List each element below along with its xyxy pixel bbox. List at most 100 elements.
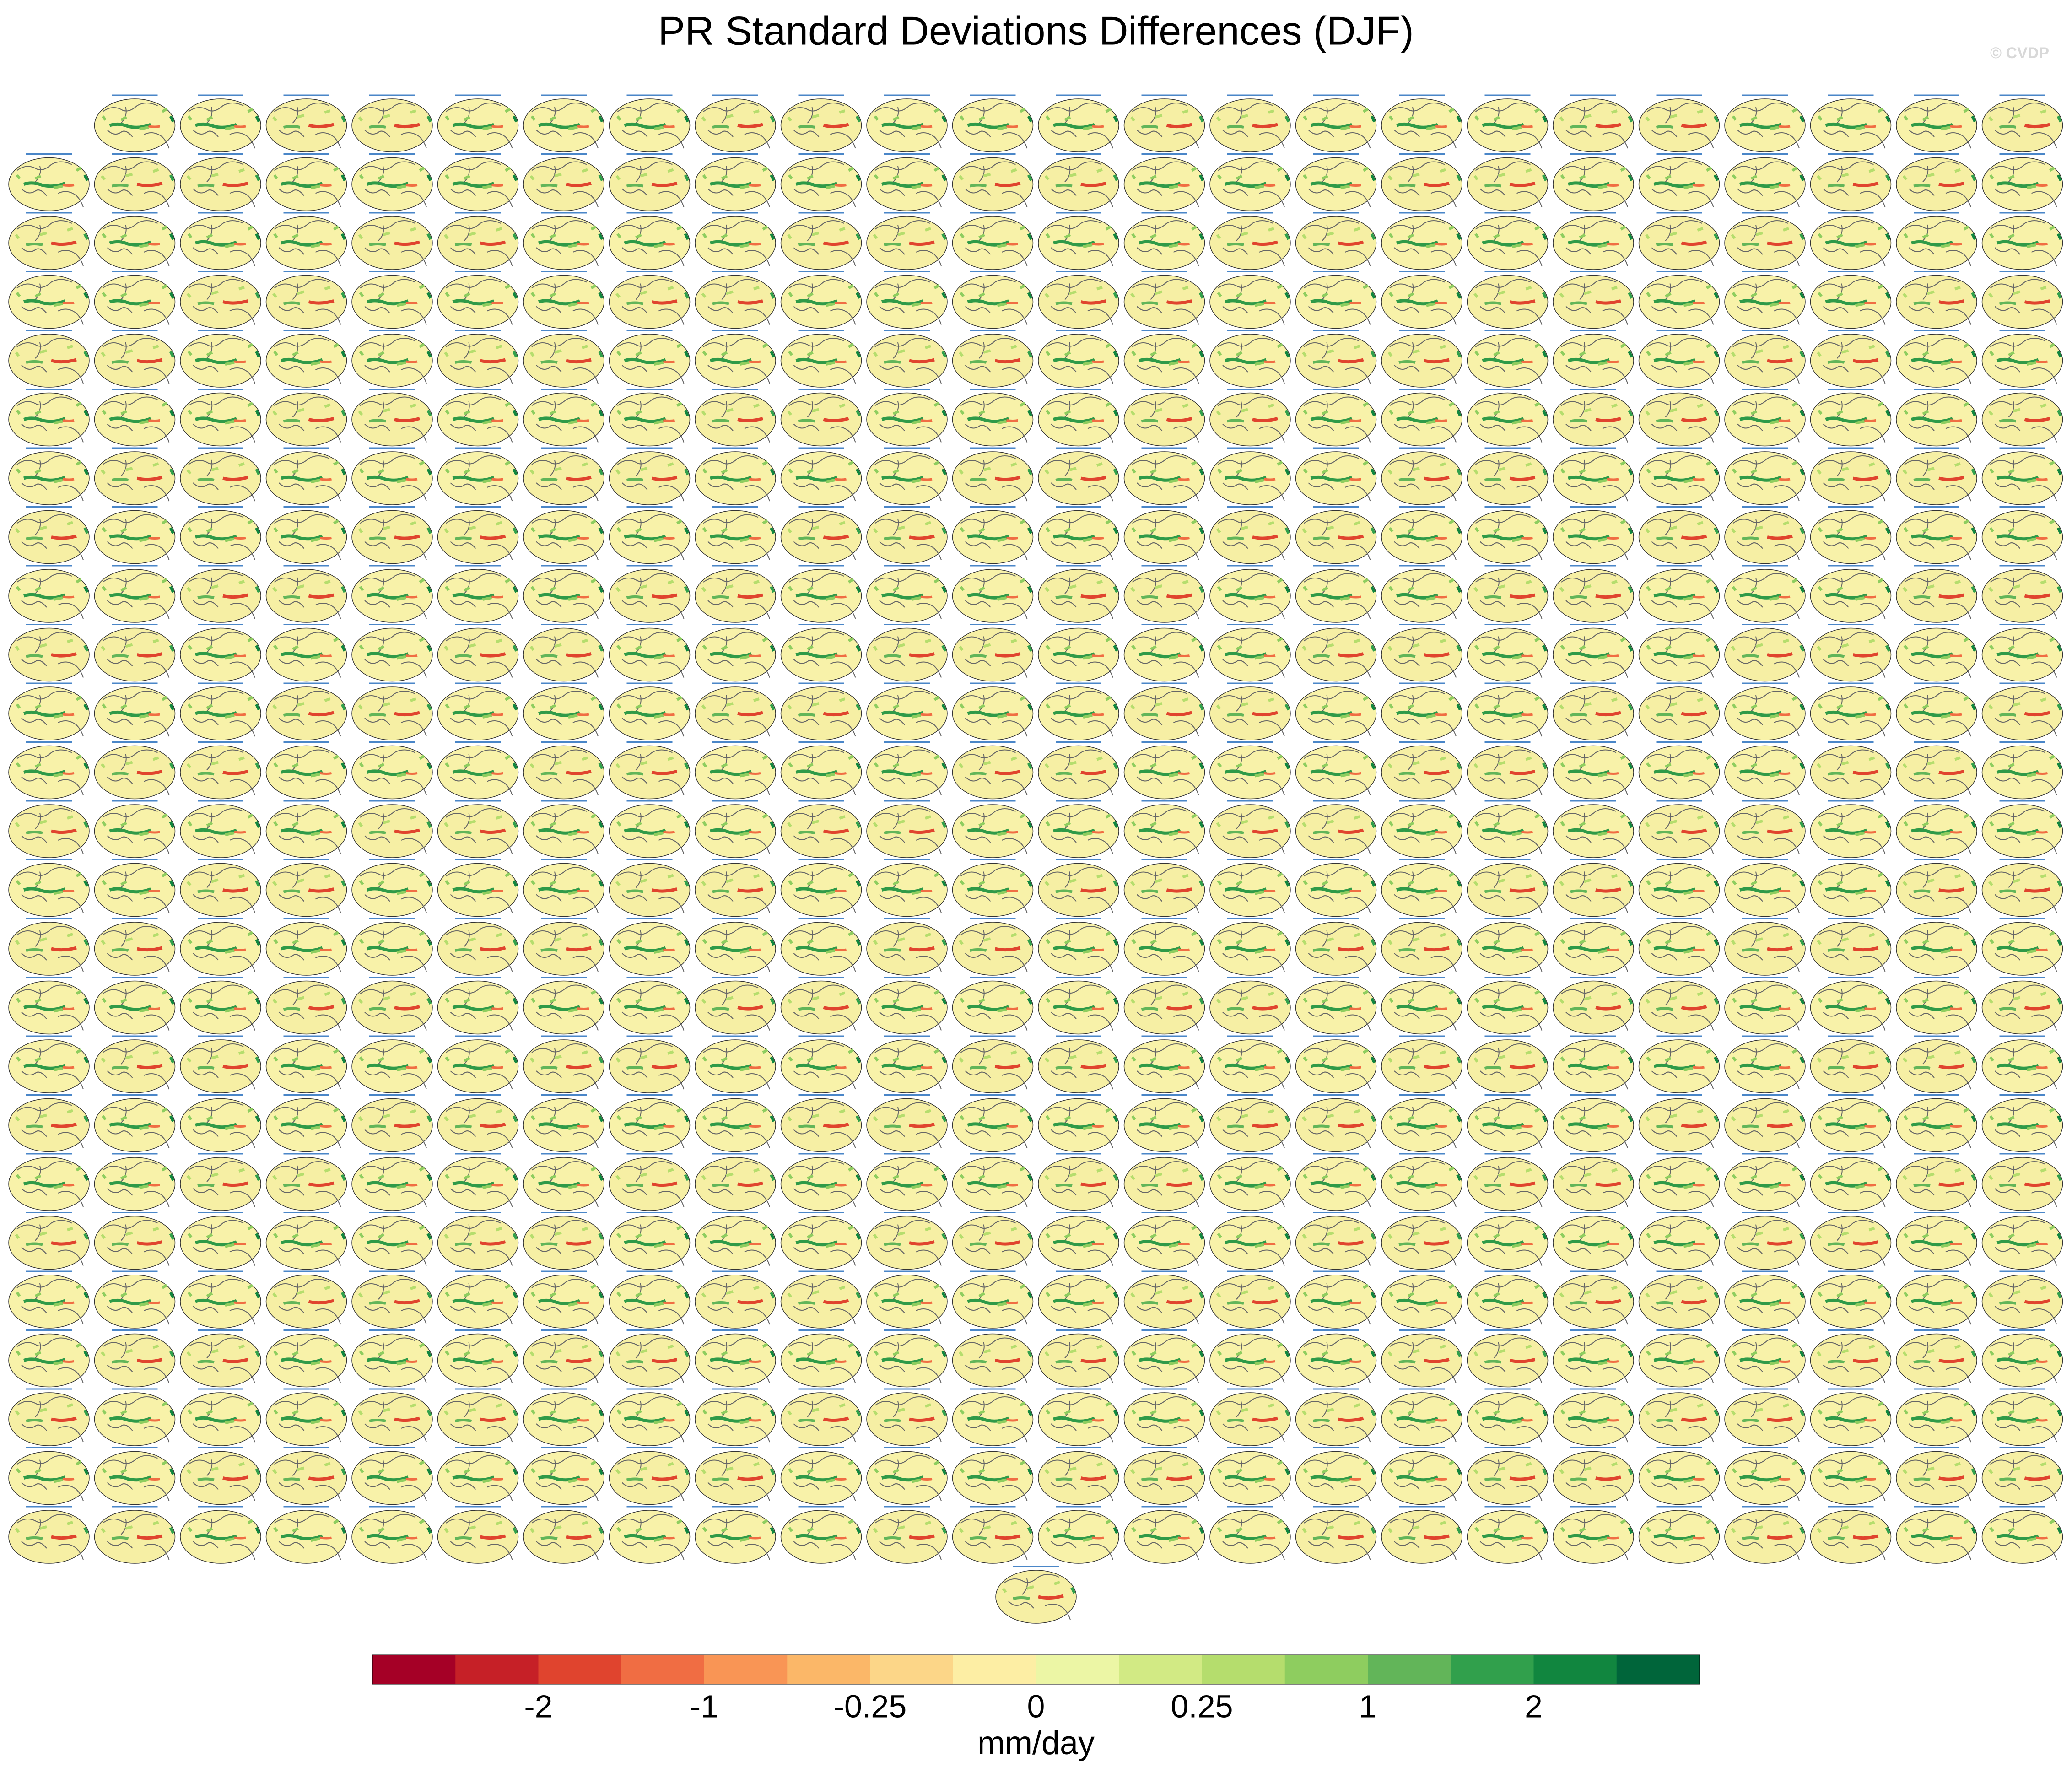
map-panel xyxy=(1639,448,1720,505)
map-panel xyxy=(695,154,776,211)
map-panel xyxy=(1296,507,1376,564)
map-panel xyxy=(1982,213,2063,270)
map-panel xyxy=(1210,625,1290,681)
map-panel xyxy=(95,1095,175,1152)
map-panel xyxy=(1381,683,1462,740)
map-panel xyxy=(1982,566,2063,622)
map-panel xyxy=(1038,95,1119,152)
map-panel xyxy=(523,507,604,564)
map-panel xyxy=(9,742,89,799)
map-panel xyxy=(1811,448,1891,505)
map-panel xyxy=(1725,625,1805,681)
map-panel xyxy=(867,742,947,799)
map-panel xyxy=(1811,919,1891,975)
map-panel xyxy=(1896,1271,1977,1328)
map-panel xyxy=(1639,1330,1720,1387)
map-panel xyxy=(781,272,862,329)
map-panel xyxy=(1468,1330,1548,1387)
map-panel xyxy=(1210,507,1290,564)
map-panel xyxy=(352,683,432,740)
map-panel xyxy=(1982,1271,2063,1328)
map-panel xyxy=(180,1154,261,1211)
map-panel xyxy=(1381,95,1462,152)
map-panel xyxy=(1210,1271,1290,1328)
map-panel xyxy=(352,1271,432,1328)
map-panel xyxy=(695,1036,776,1093)
map-panel xyxy=(9,1154,89,1211)
map-panel xyxy=(180,566,261,622)
map-panel xyxy=(1639,742,1720,799)
map-panel xyxy=(1896,860,1977,917)
map-panel xyxy=(438,1213,518,1270)
map-panel xyxy=(438,95,518,152)
colorbar-box xyxy=(1451,1655,1534,1684)
map-panel xyxy=(1982,1330,2063,1387)
map-panel xyxy=(996,1567,1076,1623)
colorbar-box xyxy=(1202,1655,1285,1684)
map-panel xyxy=(1639,1095,1720,1152)
map-panel xyxy=(867,1507,947,1563)
map-panel xyxy=(1124,272,1205,329)
map-panel xyxy=(781,742,862,799)
map-panel xyxy=(1811,1036,1891,1093)
map-panel xyxy=(867,1154,947,1211)
map-panel xyxy=(1982,1213,2063,1270)
map-panel xyxy=(1553,566,1634,622)
map-panel xyxy=(1381,1330,1462,1387)
map-panel xyxy=(95,448,175,505)
map-panel xyxy=(1296,625,1376,681)
map-panel xyxy=(1210,1507,1290,1563)
map-panel xyxy=(781,625,862,681)
map-panel xyxy=(1124,801,1205,858)
map-panel xyxy=(1639,1213,1720,1270)
map-panel xyxy=(1124,213,1205,270)
map-panel xyxy=(695,860,776,917)
map-panel xyxy=(695,742,776,799)
map-panel xyxy=(867,389,947,446)
map-panel xyxy=(1468,566,1548,622)
map-panel xyxy=(1553,625,1634,681)
map-panel xyxy=(695,978,776,1034)
map-panel xyxy=(781,330,862,387)
map-panel xyxy=(266,389,347,446)
map-panel xyxy=(1639,1448,1720,1505)
map-panel xyxy=(352,566,432,622)
map-panel xyxy=(1381,448,1462,505)
map-panel xyxy=(1124,448,1205,505)
map-panel xyxy=(95,742,175,799)
map-panel xyxy=(1210,801,1290,858)
map-panel xyxy=(1210,95,1290,152)
map-panel xyxy=(9,566,89,622)
map-panel xyxy=(1553,1095,1634,1152)
map-panel xyxy=(1381,1213,1462,1270)
map-panel xyxy=(695,1330,776,1387)
map-panel xyxy=(1639,860,1720,917)
map-panel xyxy=(1725,1154,1805,1211)
map-panel xyxy=(438,801,518,858)
map-panel xyxy=(695,1213,776,1270)
map-panel xyxy=(695,1154,776,1211)
map-panel xyxy=(1038,272,1119,329)
map-panel xyxy=(352,1389,432,1446)
map-panel xyxy=(1811,860,1891,917)
map-panel xyxy=(1811,1154,1891,1211)
map-panel xyxy=(1124,683,1205,740)
map-panel xyxy=(1639,801,1720,858)
map-panel xyxy=(95,1330,175,1387)
map-panel xyxy=(1210,919,1290,975)
map-panel xyxy=(95,1271,175,1328)
map-panel xyxy=(1982,801,2063,858)
colorbar-box xyxy=(787,1655,870,1684)
map-panel xyxy=(1124,1213,1205,1270)
map-panel xyxy=(1210,1036,1290,1093)
map-panel xyxy=(1553,1448,1634,1505)
colorbar-box xyxy=(1284,1655,1368,1684)
map-panel xyxy=(867,95,947,152)
map-panel xyxy=(953,330,1033,387)
map-panel xyxy=(9,330,89,387)
map-panel xyxy=(695,1095,776,1152)
map-panel xyxy=(1811,625,1891,681)
map-panel xyxy=(180,1095,261,1152)
map-panel xyxy=(695,1448,776,1505)
